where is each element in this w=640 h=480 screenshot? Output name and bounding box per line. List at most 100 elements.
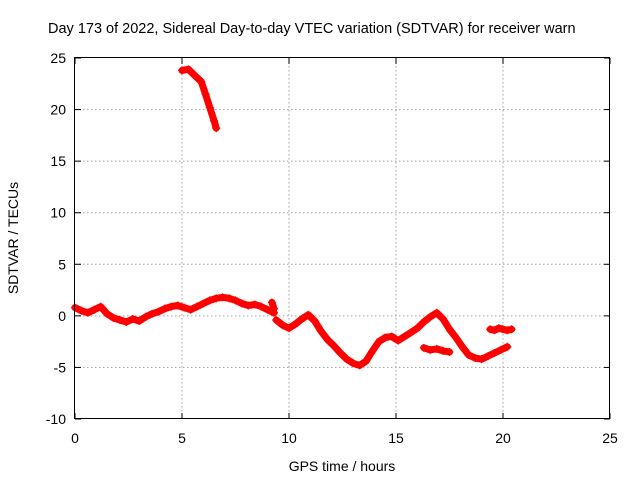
data-point — [77, 306, 86, 315]
data-point — [490, 326, 499, 335]
y-tick-label: 10 — [50, 205, 66, 221]
data-point — [83, 308, 92, 317]
data-point — [426, 345, 435, 354]
data-point — [201, 90, 210, 99]
data-point — [160, 304, 169, 313]
data-point — [115, 315, 124, 324]
data-series — [71, 65, 516, 370]
series-band — [71, 293, 278, 326]
data-point — [387, 332, 396, 341]
data-point — [381, 333, 390, 342]
data-point — [186, 305, 195, 314]
data-point — [349, 359, 358, 368]
data-point — [154, 307, 163, 316]
data-point — [122, 318, 131, 327]
data-point — [342, 355, 351, 364]
data-point — [141, 312, 150, 321]
y-tick-label: 15 — [50, 153, 66, 169]
data-point — [310, 317, 319, 326]
data-point — [419, 343, 428, 352]
data-point — [148, 309, 157, 318]
data-point — [272, 315, 281, 324]
data-point — [180, 303, 189, 312]
data-point — [477, 355, 486, 364]
y-tick-label: 5 — [58, 256, 66, 272]
data-point — [212, 124, 221, 133]
series-segment-c — [178, 65, 221, 133]
x-axis-label: GPS time / hours — [289, 458, 396, 474]
series-segment-e — [486, 324, 516, 335]
data-point — [445, 347, 454, 356]
data-point — [451, 333, 460, 342]
y-tick-label: -5 — [54, 359, 67, 375]
data-point — [109, 313, 118, 322]
x-tick-label: 5 — [178, 430, 186, 446]
data-point — [439, 314, 448, 323]
data-point — [128, 314, 137, 323]
grid — [75, 58, 610, 419]
data-point — [490, 348, 499, 357]
data-point — [503, 326, 512, 335]
x-tick-label: 25 — [602, 430, 618, 446]
y-tick-label: -10 — [46, 411, 66, 427]
data-point — [291, 320, 300, 329]
data-point — [103, 309, 112, 318]
data-point — [323, 335, 332, 344]
data-point — [496, 345, 505, 354]
series-segment-b — [272, 308, 512, 370]
series-segment-d — [419, 343, 454, 356]
data-point — [199, 299, 208, 308]
data-point — [304, 310, 313, 319]
chart-title: Day 173 of 2022, Sidereal Day-to-day VTE… — [48, 21, 576, 37]
data-point — [406, 328, 415, 337]
data-point — [426, 312, 435, 321]
data-point — [257, 302, 266, 311]
data-point — [278, 321, 287, 330]
series-segment-a — [71, 293, 279, 327]
data-point — [218, 293, 227, 302]
data-point — [270, 304, 279, 313]
data-point — [197, 77, 206, 86]
data-point — [167, 302, 176, 311]
data-point — [184, 65, 193, 74]
data-point — [210, 116, 219, 125]
data-point — [205, 296, 214, 305]
data-point — [190, 71, 199, 80]
data-point — [297, 314, 306, 323]
data-point — [419, 318, 428, 327]
data-point — [374, 337, 383, 346]
data-point — [285, 324, 293, 333]
data-point — [499, 325, 507, 334]
x-tick-label: 0 — [71, 430, 79, 446]
data-point — [494, 324, 503, 333]
y-tick-label: 0 — [58, 308, 66, 324]
data-point — [250, 300, 259, 309]
data-point — [317, 327, 326, 336]
data-point — [400, 332, 409, 341]
data-point — [432, 308, 441, 317]
data-point — [503, 342, 512, 351]
x-tick-label: 20 — [495, 430, 511, 446]
data-point — [329, 341, 338, 350]
data-point — [231, 296, 240, 305]
data-point — [471, 354, 480, 363]
data-point — [192, 302, 201, 311]
x-tick-label: 10 — [281, 430, 297, 446]
data-point — [267, 298, 276, 307]
data-point — [263, 305, 272, 314]
data-point — [458, 342, 467, 351]
data-point — [237, 299, 246, 308]
data-point — [225, 294, 234, 303]
data-point — [205, 103, 214, 112]
y-tick-label: 20 — [50, 102, 66, 118]
plot-frame — [74, 57, 610, 419]
data-point — [362, 357, 371, 366]
data-point — [135, 317, 144, 326]
series-segment-f — [267, 298, 279, 313]
y-axis-label: SDTVAR / TECUs — [5, 182, 21, 294]
x-tick-label: 15 — [388, 430, 404, 446]
data-point — [464, 351, 473, 360]
data-point — [178, 66, 186, 75]
data-point — [413, 324, 422, 333]
data-point — [244, 301, 253, 310]
